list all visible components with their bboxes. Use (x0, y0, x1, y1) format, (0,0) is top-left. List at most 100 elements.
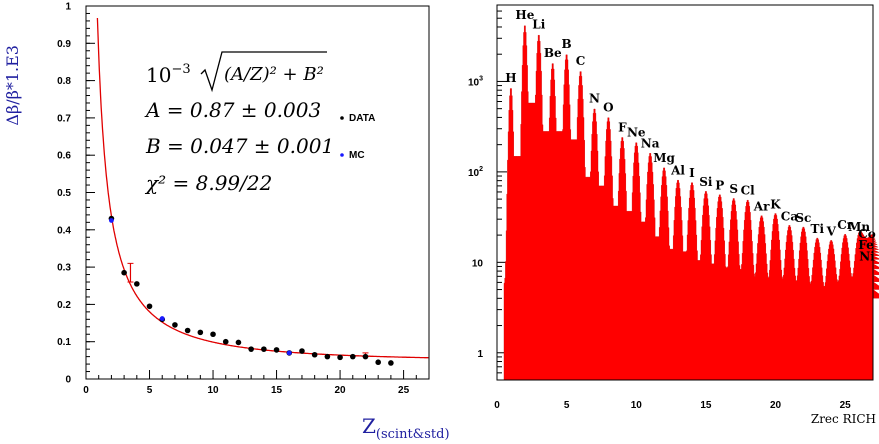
data-point (210, 331, 216, 338)
data-point (184, 327, 191, 334)
data-point (299, 348, 305, 354)
element-label: Al (670, 164, 685, 178)
data-point (248, 346, 254, 352)
formula-line: 10−3 (146, 62, 191, 87)
x-tick-label-right: 15 (700, 400, 712, 411)
x-tick-label: 10 (207, 385, 219, 396)
data-point (121, 269, 127, 276)
data-point (235, 339, 242, 346)
data-point (349, 353, 356, 360)
data-point (273, 347, 280, 353)
element-label: I (689, 166, 695, 180)
x-axis-label-main: Z (362, 414, 376, 438)
element-label: Fe (858, 238, 874, 252)
element-label: Ti (811, 222, 825, 236)
legend-mc-label: MC (349, 150, 365, 161)
data-point (311, 351, 318, 358)
x-axis-label-right: Zrec RICH (811, 412, 876, 426)
element-label: Be (544, 46, 562, 60)
y-tick-label-right: 1 (477, 349, 483, 360)
data-point (134, 281, 140, 287)
data-points (108, 215, 394, 366)
y-tick-label: 0.8 (57, 76, 71, 87)
x-tick-label-right: 10 (631, 400, 643, 411)
data-point (261, 346, 267, 352)
error-bars (127, 262, 369, 358)
x-tick-label: 5 (147, 385, 153, 396)
element-label: H (505, 71, 516, 85)
left-plot-frame (85, 5, 430, 380)
x-tick-label-right: 20 (770, 400, 782, 411)
B-value-line: B = 0.047 ± 0.001 (145, 134, 334, 158)
data-point (172, 322, 178, 328)
x-tick-label: 25 (398, 385, 410, 396)
y-tick-base: 10 (468, 77, 480, 88)
legend: DATA MC (340, 113, 375, 161)
y-tick-label: 0 (65, 375, 71, 386)
x-tick-label: 20 (335, 385, 347, 396)
y-axis-label: Δβ/β*1.E3 (3, 45, 22, 126)
legend-data-label: DATA (349, 113, 375, 124)
element-label: C (576, 54, 586, 68)
data-point (337, 354, 343, 361)
data-point (375, 359, 381, 366)
y-tick-base: 10 (472, 258, 484, 269)
mc-point (109, 218, 114, 223)
x-tick-label-right: 5 (564, 400, 570, 411)
data-point (362, 353, 369, 360)
legend-mc-marker (340, 153, 344, 157)
A-value-line: A = 0.87 ± 0.003 (144, 98, 321, 122)
y-tick-label: 1 (65, 2, 71, 13)
element-label: Li (532, 18, 545, 32)
x-tick-label: 15 (271, 385, 283, 396)
y-tick-label-right: 103 (468, 75, 483, 88)
y-tick-label: 0.9 (57, 39, 71, 50)
element-label: K (770, 197, 781, 211)
data-point (388, 360, 394, 366)
y-tick-exponent: 3 (479, 75, 483, 82)
element-label: He (515, 8, 534, 22)
element-label: Ni (859, 249, 875, 263)
element-label: S (729, 182, 738, 196)
y-tick-label: 0.3 (57, 263, 71, 274)
y-tick-label: 0.1 (57, 337, 71, 348)
element-label: Ar (753, 200, 770, 214)
y-tick-label-right: 10 (472, 258, 484, 269)
x-axis-label-sub: (scint&std) (376, 427, 450, 442)
mc-point (286, 350, 292, 356)
y-tick-label: 0.4 (57, 225, 71, 236)
element-label: Cr (837, 218, 854, 232)
y-tick-base: 10 (468, 168, 480, 179)
formula-sqrt-content: (A/Z)² + B² (224, 64, 324, 85)
left-ticks: 0 5 10 15 20 25 0 0.1 0.2 0.3 0.4 0.5 0.6 0.7 0.8 0.9 1 (57, 2, 430, 396)
x-tick-label-right: 0 (494, 400, 500, 411)
y-tick-base: 1 (477, 349, 483, 360)
element-label: B (562, 37, 572, 51)
element-label: Sc (795, 211, 811, 225)
chi-square-line: χ² = 8.99/22 (144, 171, 272, 195)
y-tick-label-right: 102 (468, 166, 483, 179)
element-label: N (589, 92, 600, 106)
data-point (324, 353, 331, 360)
sqrt-sign (200, 51, 327, 93)
element-label: Ne (627, 126, 646, 140)
element-label: Na (641, 136, 660, 150)
mc-point (159, 316, 165, 321)
element-label: F (618, 120, 627, 134)
element-label: Ca (781, 209, 799, 223)
x-tick-label-right: 25 (840, 400, 852, 411)
right-plot-frame (496, 4, 874, 381)
element-label: O (603, 100, 613, 114)
y-tick-label: 0.2 (57, 300, 71, 311)
y-tick-label: 0.5 (57, 188, 71, 199)
element-label: Mn (848, 220, 870, 234)
data-point (222, 338, 229, 345)
y-tick-label: 0.6 (57, 151, 71, 162)
data-point (146, 303, 153, 310)
element-label: V (826, 224, 837, 238)
element-label: Co (858, 227, 876, 241)
fit-annotation: 10−3 (A/Z)² + B² A = 0.87 ± 0.003 B = 0.… (144, 51, 334, 195)
